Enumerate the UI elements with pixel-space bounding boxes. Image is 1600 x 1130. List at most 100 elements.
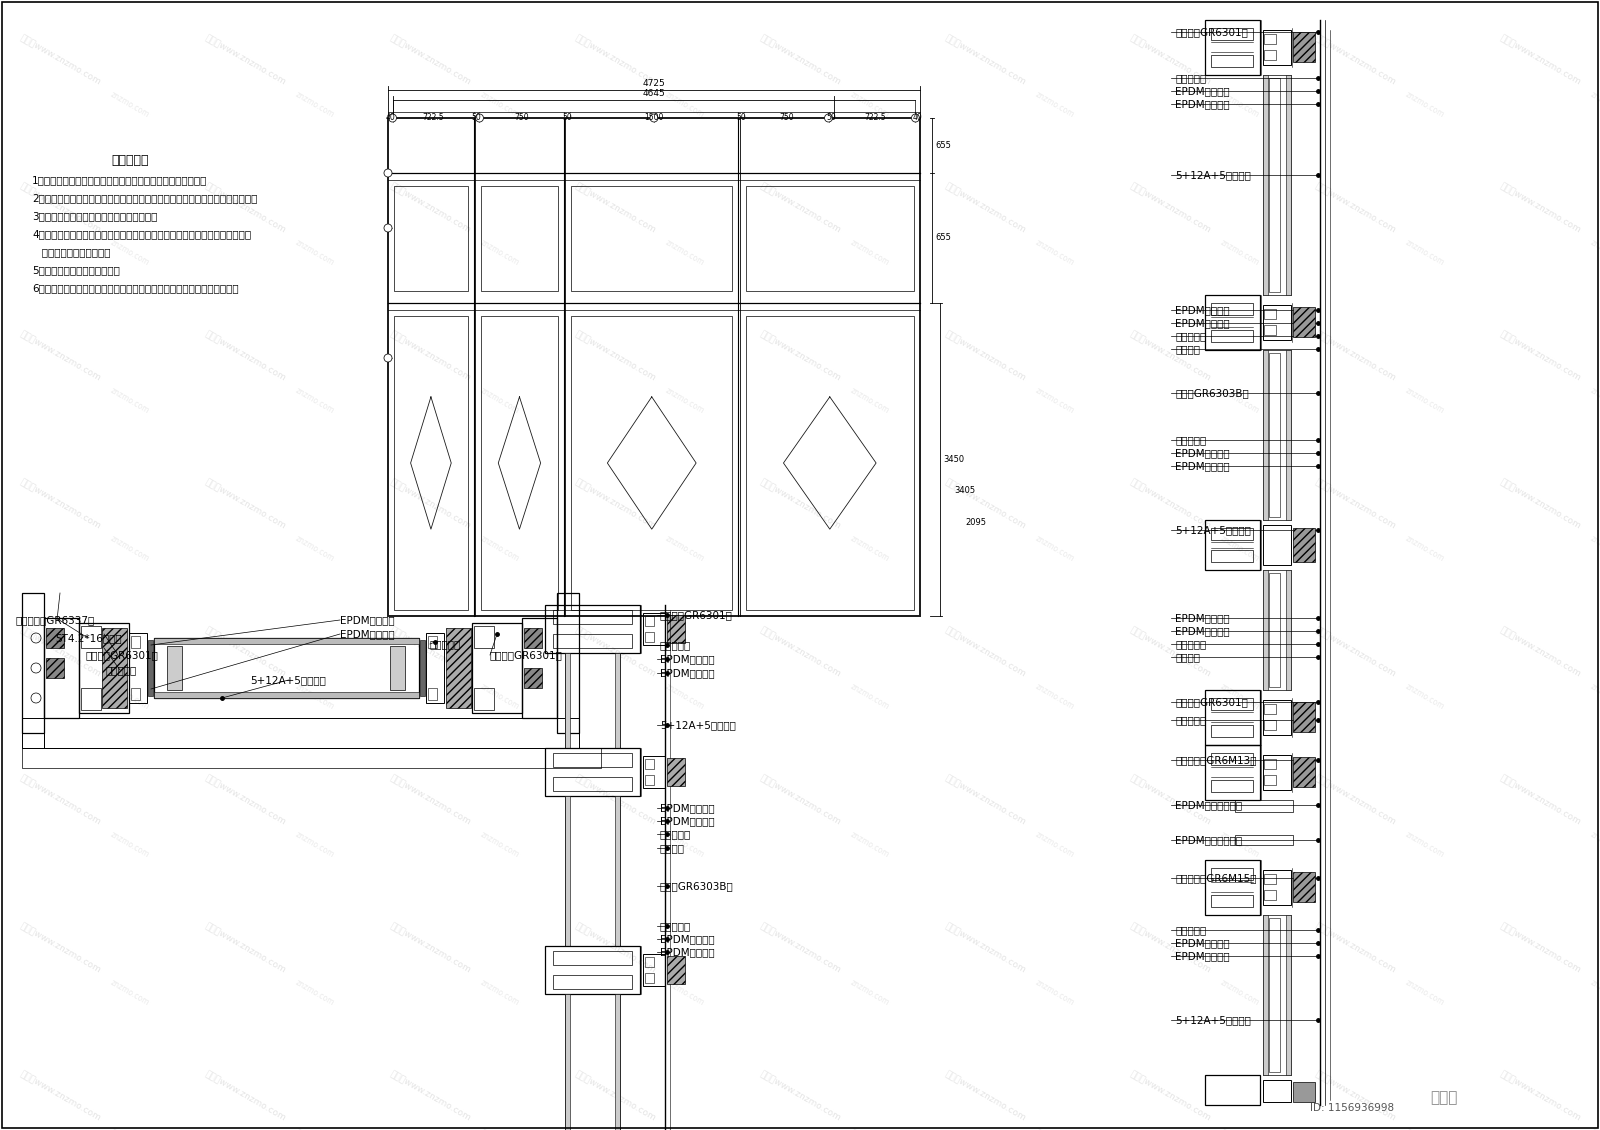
Text: 50: 50 <box>827 113 837 122</box>
Bar <box>554 951 632 965</box>
Text: 知天网www.znzmo.com: 知天网www.znzmo.com <box>573 1069 658 1123</box>
Text: znzmo.com: znzmo.com <box>1034 238 1077 268</box>
Text: 知天网www.znzmo.com: 知天网www.znzmo.com <box>203 625 286 679</box>
Text: znzmo.com: znzmo.com <box>109 534 150 564</box>
Circle shape <box>475 114 483 122</box>
Text: 中框（GR6303B）: 中框（GR6303B） <box>1174 388 1248 398</box>
Text: 知天网www.znzmo.com: 知天网www.znzmo.com <box>203 181 286 235</box>
Bar <box>667 956 685 984</box>
Text: 40: 40 <box>914 113 923 122</box>
Bar <box>1264 775 1277 785</box>
Text: 知天网www.znzmo.com: 知天网www.znzmo.com <box>573 773 658 827</box>
Text: 知天网www.znzmo.com: 知天网www.znzmo.com <box>1498 921 1582 975</box>
Text: znzmo.com: znzmo.com <box>294 534 336 564</box>
Bar <box>1211 868 1253 880</box>
Text: 知天网www.znzmo.com: 知天网www.znzmo.com <box>389 329 472 383</box>
Bar <box>1211 330 1253 342</box>
Text: 5+12A+5中空玻璃: 5+12A+5中空玻璃 <box>1174 1015 1251 1025</box>
Text: znzmo.com: znzmo.com <box>850 386 891 416</box>
Bar <box>426 633 445 703</box>
Text: znzmo.com: znzmo.com <box>664 683 706 712</box>
Text: 知天网: 知天网 <box>1430 1090 1458 1105</box>
Text: znzmo.com: znzmo.com <box>294 683 336 712</box>
Bar <box>1262 350 1291 520</box>
Text: 知天网www.znzmo.com: 知天网www.znzmo.com <box>758 33 842 87</box>
Bar <box>1211 780 1253 792</box>
Text: znzmo.com: znzmo.com <box>1403 386 1446 416</box>
Text: 知天网www.znzmo.com: 知天网www.znzmo.com <box>758 329 842 383</box>
Text: znzmo.com: znzmo.com <box>664 534 706 564</box>
Text: 3、材质厚度规格已为实际尺寸，无需调整。: 3、材质厚度规格已为实际尺寸，无需调整。 <box>32 211 157 221</box>
Text: znzmo.com: znzmo.com <box>664 831 706 860</box>
Text: znzmo.com: znzmo.com <box>478 683 522 712</box>
Text: 知天网www.znzmo.com: 知天网www.znzmo.com <box>758 181 842 235</box>
Text: znzmo.com: znzmo.com <box>1034 979 1077 1008</box>
Bar <box>554 975 632 989</box>
Bar <box>645 616 654 626</box>
Text: 铝合金扣条: 铝合金扣条 <box>661 640 691 650</box>
Text: znzmo.com: znzmo.com <box>1034 386 1077 416</box>
Text: 知天网www.znzmo.com: 知天网www.znzmo.com <box>1128 773 1211 827</box>
Text: znzmo.com: znzmo.com <box>1219 831 1261 860</box>
Text: EPDM玻内胶条: EPDM玻内胶条 <box>1174 938 1230 948</box>
Text: 窗边框（GR6301）: 窗边框（GR6301） <box>490 650 563 660</box>
Text: 750: 750 <box>514 113 530 122</box>
Bar <box>565 653 621 748</box>
Bar <box>131 688 141 699</box>
Text: 加强拼管（GR6337）: 加强拼管（GR6337） <box>14 615 94 625</box>
Text: 铝合金扣条: 铝合金扣条 <box>661 829 691 838</box>
Text: EPDM玻内胶条: EPDM玻内胶条 <box>339 615 395 625</box>
Bar <box>1286 350 1291 520</box>
Bar <box>22 593 45 733</box>
Bar <box>746 316 914 610</box>
Bar <box>645 957 654 967</box>
Text: EPDM玻外胶条: EPDM玻外胶条 <box>1174 612 1230 623</box>
Text: 50: 50 <box>472 113 482 122</box>
Text: 知天网www.znzmo.com: 知天网www.znzmo.com <box>1314 773 1397 827</box>
Text: 铝合金扣条: 铝合金扣条 <box>1174 638 1206 649</box>
Text: znzmo.com: znzmo.com <box>664 238 706 268</box>
Text: znzmo.com: znzmo.com <box>294 979 336 1008</box>
Bar <box>565 796 570 946</box>
Bar <box>390 646 405 690</box>
Bar <box>614 994 621 1130</box>
Bar <box>1286 915 1291 1075</box>
Text: znzmo.com: znzmo.com <box>294 831 336 860</box>
Text: 知天网www.znzmo.com: 知天网www.znzmo.com <box>203 33 286 87</box>
Bar <box>482 316 558 610</box>
Bar <box>1264 308 1277 319</box>
Text: znzmo.com: znzmo.com <box>1219 386 1261 416</box>
Bar <box>614 796 621 946</box>
Bar <box>1205 520 1261 570</box>
Text: 知天网www.znzmo.com: 知天网www.znzmo.com <box>1498 625 1582 679</box>
Bar <box>667 758 685 786</box>
Bar <box>1205 295 1261 350</box>
Bar <box>102 628 126 709</box>
Text: 铝合金拼条: 铝合金拼条 <box>1174 715 1206 725</box>
Bar <box>1264 50 1277 60</box>
Bar <box>22 748 602 768</box>
Text: znzmo.com: znzmo.com <box>1589 683 1600 712</box>
Text: 铝合金扣条: 铝合金扣条 <box>1174 73 1206 82</box>
Text: 5+12A+5中空玻璃: 5+12A+5中空玻璃 <box>661 720 736 730</box>
Text: 4645: 4645 <box>643 88 666 97</box>
Text: znzmo.com: znzmo.com <box>850 831 891 860</box>
Text: 知天网www.znzmo.com: 知天网www.znzmo.com <box>1498 329 1582 383</box>
Text: 知天网www.znzmo.com: 知天网www.znzmo.com <box>18 921 102 975</box>
Text: 知天网www.znzmo.com: 知天网www.znzmo.com <box>573 329 658 383</box>
Text: 2095: 2095 <box>965 518 986 527</box>
Bar <box>1293 307 1315 337</box>
Text: EPDM玻外胶条: EPDM玻外胶条 <box>1174 951 1230 960</box>
Text: znzmo.com: znzmo.com <box>1219 1127 1261 1130</box>
Bar <box>1205 690 1261 745</box>
Text: 窗边框（GR6301）: 窗边框（GR6301） <box>661 610 733 620</box>
Text: 知天网www.znzmo.com: 知天网www.znzmo.com <box>942 921 1027 975</box>
Bar <box>1262 870 1291 905</box>
Text: 5+12A+5中空玻璃: 5+12A+5中空玻璃 <box>250 675 326 685</box>
Bar <box>1264 873 1277 884</box>
Text: 知天网www.znzmo.com: 知天网www.znzmo.com <box>1128 181 1211 235</box>
Bar <box>387 118 920 616</box>
Bar <box>472 623 522 713</box>
Text: 50: 50 <box>736 113 746 122</box>
Text: ST4.2*16自攻钉: ST4.2*16自攻钉 <box>54 633 122 643</box>
